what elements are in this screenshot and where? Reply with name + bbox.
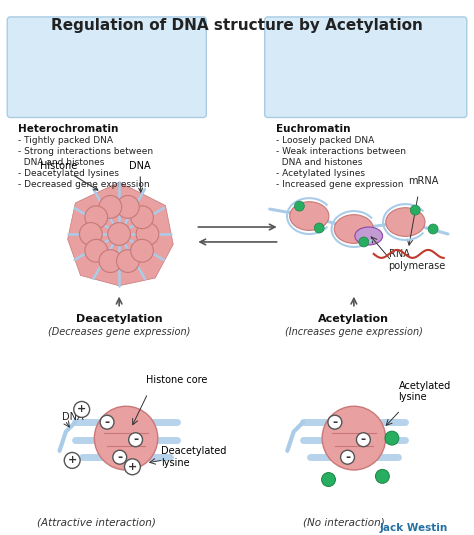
- Text: Euchromatin: Euchromatin: [275, 125, 350, 134]
- Text: - Decreased gene expression: - Decreased gene expression: [18, 180, 150, 189]
- Circle shape: [74, 401, 90, 417]
- Text: -: -: [117, 450, 122, 464]
- Circle shape: [85, 239, 108, 262]
- Circle shape: [385, 431, 399, 445]
- Text: (Increases gene expression): (Increases gene expression): [285, 326, 423, 337]
- Text: - Deacetylated lysines: - Deacetylated lysines: [18, 169, 119, 178]
- Text: mRNA: mRNA: [408, 176, 439, 186]
- Ellipse shape: [290, 202, 329, 231]
- Circle shape: [294, 201, 304, 211]
- Circle shape: [131, 239, 154, 262]
- Ellipse shape: [334, 215, 374, 243]
- Polygon shape: [68, 182, 173, 286]
- Text: DNA: DNA: [129, 161, 151, 192]
- Text: DNA and histones: DNA and histones: [275, 158, 362, 167]
- Circle shape: [131, 206, 154, 228]
- Text: Heterochromatin: Heterochromatin: [18, 125, 118, 134]
- Text: (Attractive interaction): (Attractive interaction): [37, 518, 156, 528]
- Circle shape: [100, 415, 114, 429]
- Circle shape: [117, 250, 139, 272]
- Text: +: +: [77, 404, 86, 415]
- Circle shape: [359, 237, 369, 247]
- Text: DNA: DNA: [62, 412, 83, 422]
- Text: -: -: [345, 450, 350, 464]
- Text: -: -: [104, 416, 109, 429]
- Text: Jack Westin: Jack Westin: [380, 523, 448, 533]
- Text: (No interaction): (No interaction): [303, 518, 385, 528]
- Circle shape: [108, 223, 130, 246]
- Circle shape: [94, 406, 158, 470]
- Circle shape: [356, 433, 370, 447]
- Circle shape: [117, 195, 139, 218]
- Text: Histone core: Histone core: [146, 376, 207, 385]
- Text: -: -: [133, 433, 138, 446]
- Text: Regulation of DNA structure by Acetylation: Regulation of DNA structure by Acetylati…: [51, 18, 423, 33]
- Circle shape: [125, 459, 140, 475]
- Circle shape: [428, 224, 438, 234]
- Text: +: +: [68, 455, 77, 465]
- Circle shape: [321, 472, 336, 486]
- FancyBboxPatch shape: [7, 17, 206, 118]
- Circle shape: [85, 206, 108, 228]
- Circle shape: [80, 223, 102, 246]
- Circle shape: [375, 469, 389, 483]
- Circle shape: [113, 450, 127, 464]
- Text: - Weak interactions between: - Weak interactions between: [275, 147, 406, 156]
- Text: -: -: [332, 416, 337, 429]
- FancyBboxPatch shape: [265, 17, 467, 118]
- Text: RNA
polymerase: RNA polymerase: [389, 249, 446, 271]
- Text: +: +: [128, 462, 137, 472]
- Circle shape: [99, 250, 122, 272]
- Circle shape: [314, 223, 324, 233]
- Circle shape: [322, 406, 385, 470]
- Circle shape: [64, 453, 80, 468]
- Circle shape: [328, 415, 342, 429]
- Text: - Increased gene expression: - Increased gene expression: [275, 180, 403, 189]
- Text: - Strong interactions between: - Strong interactions between: [18, 147, 153, 156]
- Text: -: -: [361, 433, 366, 446]
- Text: - Acetylated lysines: - Acetylated lysines: [275, 169, 365, 178]
- Text: Deacetylation: Deacetylation: [76, 314, 163, 324]
- Ellipse shape: [386, 208, 425, 236]
- Text: - Tightly packed DNA: - Tightly packed DNA: [18, 136, 113, 146]
- Circle shape: [136, 223, 159, 246]
- Circle shape: [128, 433, 143, 447]
- Ellipse shape: [355, 227, 383, 245]
- Text: Acetylated
lysine: Acetylated lysine: [399, 381, 451, 402]
- Circle shape: [99, 195, 122, 218]
- Text: Histone: Histone: [40, 161, 98, 190]
- Circle shape: [410, 205, 420, 215]
- Text: DNA and histones: DNA and histones: [18, 158, 104, 167]
- Circle shape: [341, 450, 355, 464]
- Text: Acetylation: Acetylation: [319, 314, 389, 324]
- Text: Deacetylated
lysine: Deacetylated lysine: [161, 446, 226, 468]
- Text: - Loosely packed DNA: - Loosely packed DNA: [275, 136, 374, 146]
- Text: (Decreases gene expression): (Decreases gene expression): [48, 326, 191, 337]
